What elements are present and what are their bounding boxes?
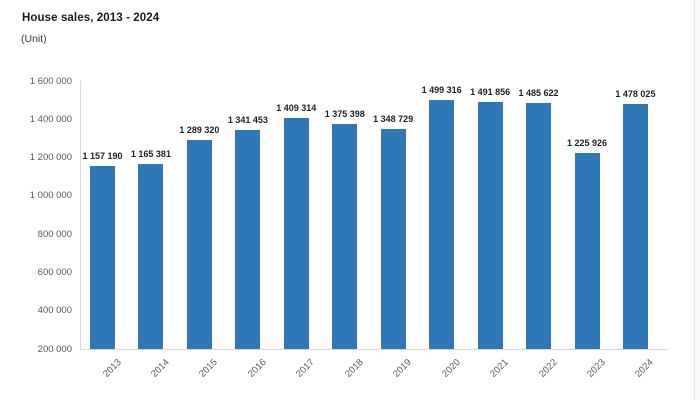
x-tick-label-2019: 2019 [391,357,414,380]
y-tick-label: 1 600 000 [29,75,72,87]
data-label-2014: 1 165 381 [130,149,171,160]
y-tick-label: 600 000 [37,266,72,278]
bar-2018[interactable] [332,123,358,349]
data-label-2024: 1 478 025 [615,89,656,100]
bar-2022[interactable] [526,102,552,349]
data-label-2021: 1 491 856 [470,86,511,97]
x-tick-label-2017: 2017 [294,357,318,380]
bar-2016[interactable] [235,130,261,349]
y-tick-label: 800 000 [37,228,72,240]
x-tick-label-2013: 2013 [100,357,124,380]
bar-2021[interactable] [477,101,503,349]
y-tick-label: 1 400 000 [29,113,72,125]
x-tick-label-2016: 2016 [245,357,269,380]
bar-2024[interactable] [622,104,648,349]
data-label-2019: 1 348 729 [373,114,414,125]
x-tick-label-2014: 2014 [148,357,172,380]
y-axis-line [80,81,81,349]
x-tick-label-2018: 2018 [342,357,366,380]
bar-2017[interactable] [283,117,309,349]
y-tick-label: 200 000 [37,343,72,355]
data-label-2020: 1 499 316 [421,85,462,96]
data-label-2022: 1 485 622 [518,87,559,98]
x-tick-label-2023: 2023 [585,357,608,380]
data-label-2015: 1 289 320 [179,125,220,136]
y-tick-label: 400 000 [37,305,72,317]
bar-2020[interactable] [429,100,455,349]
chart-unit-label: (Unit) [21,33,47,45]
bar-2019[interactable] [380,129,406,349]
x-tick-label-2024: 2024 [633,357,657,380]
bar-2013[interactable] [90,165,115,349]
y-tick-label: 1 200 000 [29,152,72,164]
bar-2023[interactable] [574,152,600,349]
data-label-2016: 1 341 453 [227,115,268,126]
chart-title: House sales, 2013 - 2024 [22,12,160,24]
bar-2015[interactable] [186,140,212,349]
y-tick-label: 1 000 000 [29,190,72,202]
bar-2014[interactable] [138,164,164,349]
x-tick-label-2020: 2020 [439,357,463,380]
data-label-2013: 1 157 190 [82,150,123,161]
x-tick-label-2021: 2021 [488,357,511,380]
x-axis-line [80,349,669,350]
scrollbar-track[interactable] [694,0,700,400]
data-label-2018: 1 375 398 [324,108,365,119]
data-label-2017: 1 409 314 [276,102,317,113]
x-tick-label-2022: 2022 [536,357,560,380]
data-label-2023: 1 225 926 [566,137,608,148]
x-tick-label-2015: 2015 [197,357,221,380]
